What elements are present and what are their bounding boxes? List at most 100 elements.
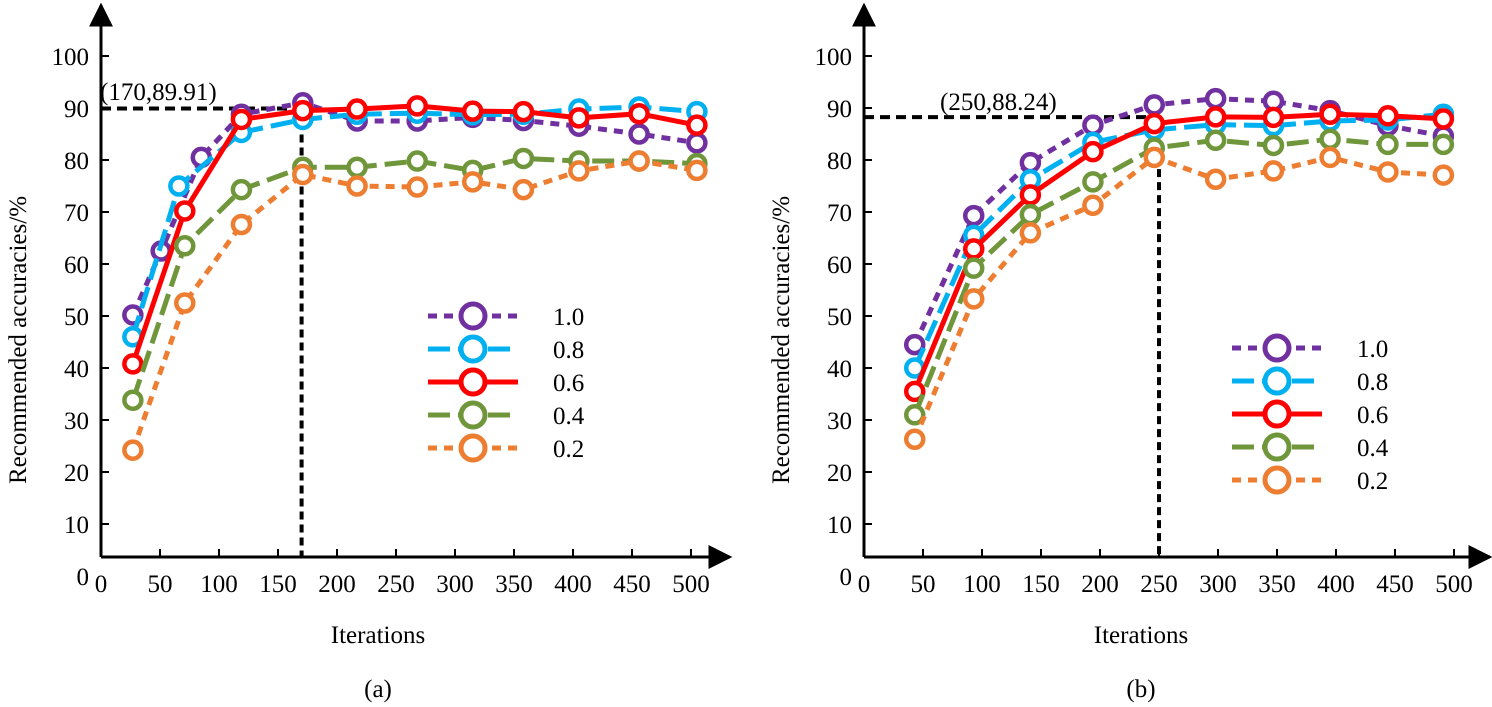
- series-line: [912, 111, 1444, 393]
- legend-entry: 1.0: [428, 301, 584, 331]
- x-tick-label: 450: [1376, 571, 1414, 598]
- data-point: [962, 204, 985, 227]
- series-line: [912, 111, 1444, 370]
- y-tick-label: 0: [77, 564, 90, 591]
- data-point: [1319, 128, 1341, 150]
- y-tick-label: 20: [827, 460, 852, 487]
- y-tick-label: 90: [64, 96, 89, 123]
- data-point: [1432, 108, 1455, 130]
- legend-marker: [1262, 333, 1292, 363]
- legend-label: 0.8: [1357, 369, 1388, 396]
- data-point: [568, 107, 590, 129]
- data-point: [903, 404, 926, 426]
- x-tick-label: 100: [963, 571, 1001, 598]
- y-tick-label: 60: [64, 252, 89, 279]
- data-point: [962, 257, 985, 279]
- data-point: [168, 175, 190, 197]
- panel-caption: (a): [364, 676, 392, 703]
- data-point: [292, 99, 314, 122]
- series-0-6: [903, 103, 1455, 403]
- data-point: [903, 428, 926, 450]
- data-point: [1204, 87, 1227, 110]
- series-line: [912, 136, 1444, 416]
- x-tick-label: 200: [318, 571, 356, 598]
- x-tick-label: 200: [1081, 571, 1119, 598]
- y-tick-label: 0: [840, 564, 853, 591]
- x-axis-title: Iterations: [1094, 622, 1188, 649]
- y-tick-label: 90: [827, 96, 852, 123]
- data-point: [174, 200, 196, 222]
- data-point: [1377, 105, 1399, 127]
- data-point: [1432, 164, 1455, 186]
- data-point: [628, 150, 650, 172]
- legend-entry: 0.4: [428, 400, 585, 430]
- data-point: [346, 175, 368, 197]
- legend-label: 0.4: [1357, 435, 1389, 462]
- series-line: [130, 158, 698, 451]
- y-tick-label: 30: [64, 408, 89, 435]
- data-point: [686, 132, 708, 154]
- data-point: [406, 176, 428, 198]
- legend-marker: [1262, 465, 1292, 495]
- y-tick-label: 10: [64, 512, 89, 539]
- series-line: [912, 96, 1444, 346]
- legend-entry: 0.6: [1232, 399, 1388, 429]
- data-point: [628, 123, 650, 145]
- legend-marker: [458, 400, 488, 430]
- data-point: [1082, 114, 1104, 136]
- legend-entry: 0.6: [428, 367, 584, 397]
- legend-label: 0.2: [553, 436, 584, 463]
- legend-label: 0.4: [553, 403, 585, 430]
- data-point: [230, 213, 253, 236]
- annotation-label: (250,88.24): [940, 89, 1057, 116]
- data-point: [230, 108, 253, 131]
- legend-entry: 0.8: [1232, 366, 1388, 396]
- legend-marker: [458, 367, 488, 397]
- y-tick-label: 100: [52, 44, 90, 71]
- y-tick-label: 70: [64, 200, 89, 227]
- x-tick-label: 50: [911, 571, 936, 598]
- data-point: [292, 163, 314, 186]
- y-tick-label: 40: [827, 356, 852, 383]
- x-tick-label: 150: [259, 571, 297, 598]
- y-tick-label: 100: [815, 44, 853, 71]
- x-tick-label: 250: [1140, 571, 1178, 598]
- data-point: [406, 150, 428, 172]
- x-tick-label: 300: [1199, 571, 1237, 598]
- data-point: [461, 171, 484, 193]
- y-tick-label: 80: [64, 148, 89, 175]
- data-point: [230, 178, 253, 201]
- x-tick-label: 0: [95, 571, 108, 598]
- data-point: [1143, 146, 1166, 169]
- legend-label: 0.6: [553, 370, 584, 397]
- y-tick-label: 10: [827, 512, 852, 539]
- data-point: [903, 380, 926, 403]
- data-point: [686, 159, 708, 182]
- data-point: [122, 439, 144, 461]
- x-tick-label: 500: [672, 571, 710, 598]
- data-point: [174, 235, 196, 257]
- data-point: [1319, 146, 1341, 169]
- data-point: [1377, 161, 1399, 183]
- data-point: [903, 333, 926, 356]
- x-tick-label: 400: [554, 571, 592, 598]
- legend-marker: [1262, 432, 1292, 462]
- legend-marker: [458, 433, 488, 463]
- data-point: [628, 102, 650, 125]
- legend-label: 0.8: [553, 337, 584, 364]
- data-point: [1019, 184, 1042, 206]
- y-tick-label: 40: [64, 356, 89, 383]
- x-tick-label: 500: [1435, 571, 1473, 598]
- legend-entry: 0.4: [1232, 432, 1389, 462]
- x-axis-title: Iterations: [331, 622, 425, 649]
- data-point: [1019, 203, 1042, 226]
- legend-marker: [458, 334, 488, 364]
- data-point: [406, 95, 428, 117]
- legend-label: 0.6: [1357, 402, 1388, 429]
- legend-entry: 0.2: [1232, 465, 1388, 495]
- panel-caption: (b): [1126, 676, 1155, 703]
- legend-label: 1.0: [553, 304, 584, 331]
- data-point: [1262, 134, 1285, 157]
- x-tick-label: 150: [1022, 571, 1060, 598]
